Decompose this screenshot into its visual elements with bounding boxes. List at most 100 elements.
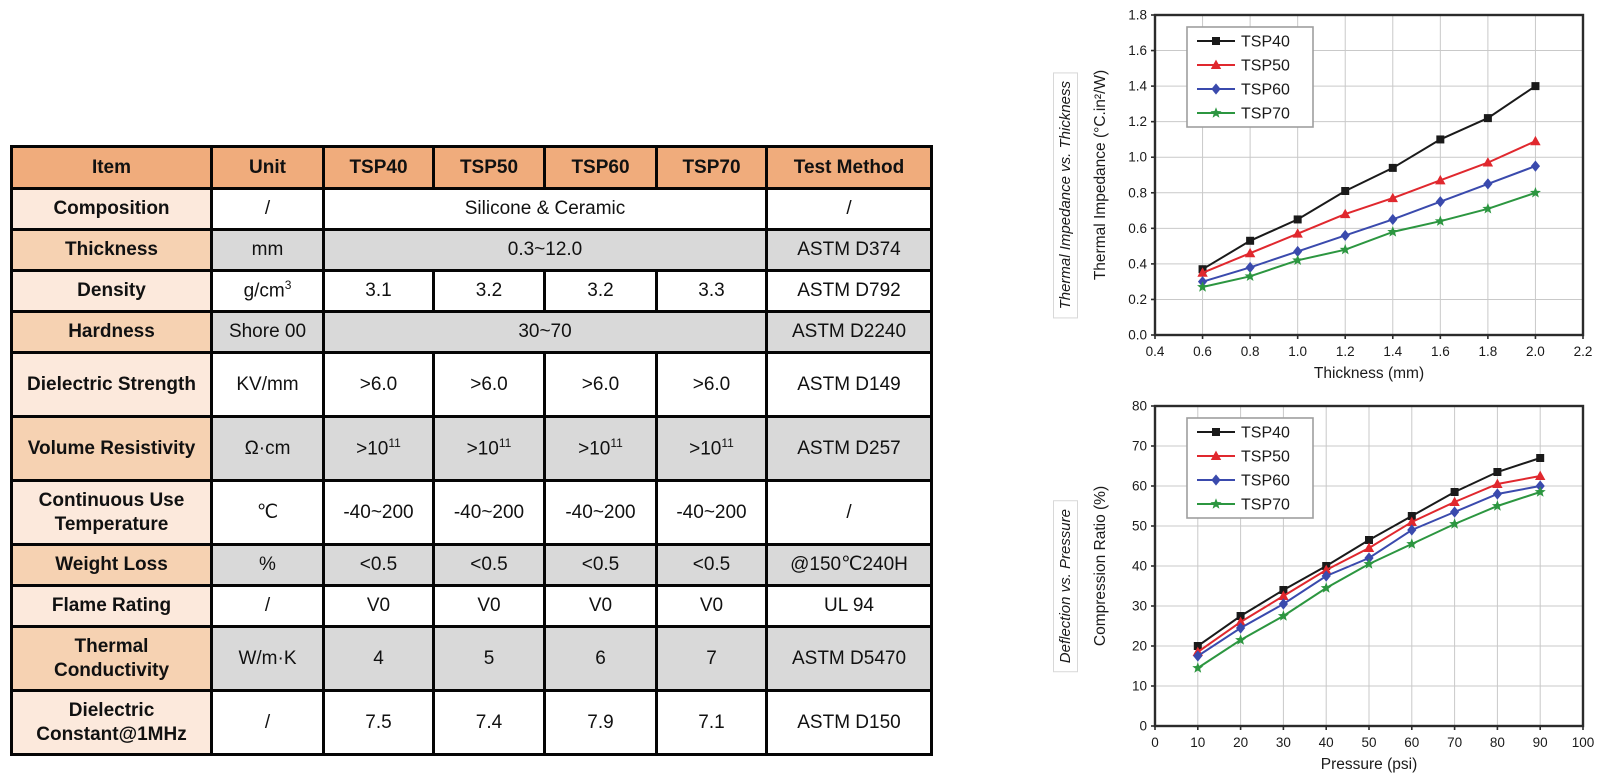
charts-panel: Thermal Impedance vs. Thickness 0.4 0.6 0.… <box>1020 0 1611 782</box>
square-marker <box>1531 82 1540 91</box>
y-tick-label: 70 <box>1132 439 1147 454</box>
star-marker <box>1434 215 1446 226</box>
x-tick-label: 0.4 <box>1146 344 1165 359</box>
y-tick-label: 1.0 <box>1128 150 1147 165</box>
y-tick-label: 20 <box>1132 639 1147 654</box>
table-body: Composition / Silicone & Ceramic / Thickness… <box>10 187 933 756</box>
merged-value-cell: Silicone & Ceramic <box>322 187 768 231</box>
star-marker <box>1320 582 1332 593</box>
triangle-marker <box>1449 496 1460 506</box>
merged-value-cell: 30~70 <box>322 310 768 354</box>
star-marker <box>1491 500 1503 511</box>
deflection-caption: Deflection vs. Pressure <box>1052 500 1078 673</box>
y-tick-label: 0 <box>1139 719 1147 734</box>
x-tick-label: 2.0 <box>1526 344 1545 359</box>
square-marker <box>1293 215 1302 224</box>
y-tick-label: 1.4 <box>1128 79 1147 94</box>
x-tick-label: 30 <box>1276 735 1291 750</box>
star-marker <box>1387 226 1399 237</box>
table-row: Hardness Shore 00 30~70 ASTM D2240 <box>10 310 933 354</box>
square-marker <box>1341 187 1350 195</box>
star-marker <box>1406 538 1418 549</box>
square-marker <box>1483 114 1492 123</box>
diamond-marker <box>1193 650 1203 662</box>
test-method-cell: / <box>765 479 933 546</box>
value-cell: V0 <box>655 584 768 628</box>
star-marker <box>1339 243 1351 255</box>
item-cell: Dielectric Strength <box>10 351 213 418</box>
x-tick-label: 100 <box>1572 735 1595 750</box>
series-line <box>1202 140 1536 274</box>
x-tick-label: 20 <box>1233 735 1248 750</box>
x-tick-label: 0.8 <box>1241 344 1260 359</box>
value-cell: V0 <box>543 584 658 628</box>
triangle-marker <box>1482 157 1494 167</box>
deflection-chart-row: Deflection vs. Pressure 0 10 20 30 40 50 60 70 8… <box>1020 391 1611 782</box>
table-row: Continuous Use Temperature ℃ -40~200 -40~20… <box>10 479 933 546</box>
star-marker <box>1482 202 1494 214</box>
x-tick-label: 1.0 <box>1288 344 1307 359</box>
diamond-marker <box>1388 213 1398 226</box>
value-cell: >1011 <box>543 415 658 482</box>
series-TSP60 <box>1197 160 1541 288</box>
triangle-marker <box>1210 59 1222 69</box>
series-TSP70 <box>1197 186 1541 292</box>
value-cell: >6.0 <box>655 351 768 418</box>
unit-cell: / <box>210 689 325 756</box>
square-marker <box>1436 135 1445 144</box>
legend-label: TSP60 <box>1241 82 1290 99</box>
test-method-cell: ASTM D257 <box>765 415 933 482</box>
diamond-marker <box>1450 506 1460 518</box>
square-marker <box>1388 163 1397 172</box>
thermal-impedance-caption: Thermal Impedance vs. Thickness <box>1052 72 1078 319</box>
x-tick-label: 1.6 <box>1431 344 1450 359</box>
diamond-marker <box>1530 160 1541 172</box>
diamond-marker <box>1321 570 1331 582</box>
y-tick-label: 80 <box>1132 399 1147 414</box>
square-marker <box>1193 642 1202 650</box>
unit-cell: g/cm3 <box>210 269 325 313</box>
y-tick-label: 0.8 <box>1128 185 1147 200</box>
series-TSP40 <box>1193 454 1545 650</box>
value-cell: 7.5 <box>322 689 435 756</box>
value-cell: >6.0 <box>322 351 435 418</box>
y-tick-label: 0.0 <box>1128 328 1147 343</box>
x-tick-label: 0 <box>1151 735 1159 750</box>
y-tick-label: 0.6 <box>1128 221 1147 236</box>
y-axis-label: Thermal Impedance (°C.in²/W) <box>1092 70 1109 280</box>
diamond-marker <box>1483 178 1493 190</box>
square-marker <box>1536 454 1545 462</box>
unit-cell: Ω·cm <box>210 415 325 482</box>
value-cell: 3.3 <box>655 269 768 313</box>
table-row: Flame Rating / V0 V0 V0 V0 UL 94 <box>10 584 933 628</box>
x-axis-label: Thickness (mm) <box>1314 365 1424 382</box>
column-header-tsp60: TSP60 <box>543 145 658 190</box>
triangle-marker <box>1406 516 1417 526</box>
item-cell: Flame Rating <box>10 584 213 628</box>
table-row: Dielectric Strength KV/mm >6.0 >6.0 >6.0 >6.0… <box>10 351 933 418</box>
square-marker <box>1246 236 1255 245</box>
y-tick-label: 40 <box>1132 559 1147 574</box>
diamond-marker <box>1407 524 1417 536</box>
value-cell: V0 <box>432 584 546 628</box>
series-TSP70 <box>1192 486 1546 673</box>
square-marker <box>1493 468 1502 476</box>
square-marker <box>1279 586 1288 594</box>
diamond-marker <box>1340 229 1350 242</box>
unit-cell: W/m·K <box>210 625 325 692</box>
x-tick-label: 70 <box>1447 735 1462 750</box>
legend-label: TSP40 <box>1241 34 1290 51</box>
test-method-cell: ASTM D5470 <box>765 625 933 692</box>
table-row: Weight Loss% <0.5 <0.5 <0.5 <0.5 @150℃240H <box>10 543 933 587</box>
square-marker <box>1212 37 1220 45</box>
value-cell: -40~200 <box>432 479 546 546</box>
legend-label: TSP40 <box>1241 425 1290 442</box>
value-cell: 3.1 <box>322 269 435 313</box>
star-marker <box>1277 610 1289 621</box>
x-axis-label: Pressure (psi) <box>1321 756 1417 773</box>
triangle-marker <box>1492 478 1503 488</box>
value-cell: 4 <box>322 625 435 692</box>
x-tick-label: 10 <box>1190 735 1205 750</box>
test-method-cell: / <box>765 187 933 231</box>
